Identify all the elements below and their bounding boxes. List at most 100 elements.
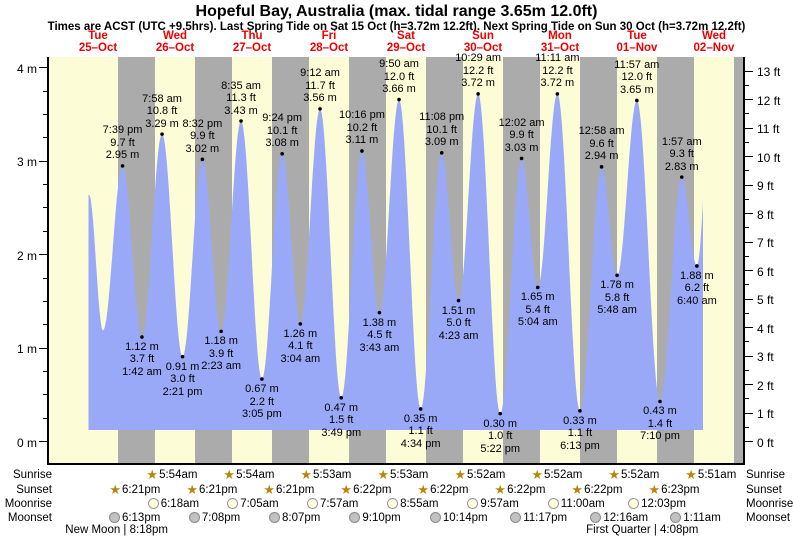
tide-extreme-dot [339,395,344,400]
axis-tick [43,113,47,115]
moonset-entry: 6:13pm [108,511,160,524]
sunset-star-icon: ★ [494,482,507,497]
tide-extreme-label: 0.33 m 1.1 ft 6:13 pm [560,414,600,452]
tide-extreme-dot [439,151,444,155]
tide-extreme-label: 8:32 pm 9.9 ft 3.02 m [182,117,223,155]
moonrise-entry: 9:57am [467,497,519,510]
axis-tick [745,241,753,243]
right-axis [743,57,745,465]
tide-extreme-label: 1.18 m 3.9 ft 2:23 am [201,335,242,373]
tide-extreme-label: 1.88 m 6.2 ft 6:40 am [677,269,717,307]
right-axis-tick-label: 4 ft [757,321,774,336]
axis-tick [39,254,47,256]
sunrise-star-icon: ★ [146,467,159,482]
tide-extreme-dot [180,354,185,359]
tide-extreme-label: 1.78 m 5.8 ft 5:48 am [597,279,637,317]
tide-extreme-dot [397,97,401,102]
axis-tick [43,300,47,302]
axis-tick [745,355,753,357]
moonrise-time: 12:03pm [641,497,686,510]
sunrise-star-icon: ★ [223,467,236,482]
moonset-time: 8:07pm [282,511,321,524]
sunrise-entry: ★ 5:53am [300,468,351,481]
moonrise-entry: 7:57am [307,497,358,510]
axis-tick [745,85,749,86]
day-label: Sat 29–Oct [386,30,426,54]
tide-extreme-dot [578,409,582,413]
right-axis-tick-label: 2 ft [757,378,774,393]
tide-plot-area: 7:39 pm 9.7 ft 2.95 m 1.12 m 3.7 ft 1:42 am 7:… [49,52,743,463]
right-axis-tick-label: 3 ft [757,350,774,365]
tide-extreme-dot [298,322,303,326]
axis-tick [745,270,753,272]
axis-tick [745,398,749,400]
moonrise-icon [467,498,479,509]
tide-extreme-label: 0.43 m 1.4 ft 7:10 pm [640,405,680,443]
tide-extreme-label: 8:35 am 11.3 ft 3.43 m [221,79,261,117]
axis-tick [745,170,749,172]
sunrise-entry: ★ 5:53am [377,468,428,481]
tide-extreme-dot [318,107,322,111]
tide-extreme-dot [658,399,662,404]
tide-extreme-label: 9:50 am 12.0 ft 3.66 m [379,58,419,96]
sunset-star-icon: ★ [340,482,353,497]
moonset-icon [108,512,120,523]
sunset-star-icon: ★ [571,482,584,497]
sunset-time: 6:21pm [122,483,161,496]
moonrise-label-right: Moonrise [746,498,793,510]
sunrise-star-icon: ★ [454,467,466,482]
axis-tick [745,284,749,286]
tide-extreme-label: 0.35 m 1.1 ft 4:34 pm [400,412,441,450]
axis-tick [745,341,749,343]
moonrise-icon [547,498,559,509]
tide-extreme-label: 11:08 pm 10.1 ft 3.09 m [419,111,465,149]
moonrise-time: 8:55am [400,497,439,510]
sunset-entry: ★ 6:21pm [263,483,314,496]
tide-extreme-label: 0.30 m 1.0 ft 5:22 pm [480,417,521,455]
moonset-entry: 11:17pm [510,511,567,524]
tide-extreme-label: 0.67 m 2.2 ft 3:05 pm [242,383,282,421]
sunset-time: 6:22pm [430,483,469,496]
sunset-label-left: Sunset [16,484,52,496]
tide-water-area [88,93,703,431]
sunset-star-icon: ★ [263,482,276,497]
moonset-icon [670,512,682,523]
right-axis-tick-label: 11 ft [757,122,780,137]
moonset-time: 7:08pm [201,511,241,524]
sunrise-time: 5:54am [159,468,198,481]
tide-extreme-label: 1.65 m 5.4 ft 5:04 am [517,291,558,329]
moonset-icon [510,512,522,523]
sunrise-star-icon: ★ [608,467,620,482]
axis-tick [43,277,47,279]
axis-tick [43,417,47,419]
page-title: Hopeful Bay, Australia (max. tidal range… [195,3,598,20]
left-axis-tick-label: 4 m [16,61,37,76]
axis-tick [745,255,749,257]
page-subtitle: Times are ACST (UTC +9.5hrs). Last Sprin… [47,21,746,33]
tide-extreme-dot [140,335,144,339]
sunrise-star-icon: ★ [531,467,543,482]
axis-tick [745,213,753,215]
left-axis [47,57,49,465]
tide-extreme-dot [615,273,619,278]
day-label: Fri 28–Oct [309,30,349,54]
moonset-time: 1:11am [683,511,721,524]
tide-extreme-label: 1.12 m 3.7 ft 1:42 am [122,340,162,378]
moon-phase-label: New Moon | 8:18pm [65,524,168,536]
tide-extreme-label: 0.91 m 3.0 ft 2:21 pm [162,360,203,398]
axis-tick [745,184,753,186]
sunset-entry: ★ 6:22pm [494,483,545,496]
moonrise-icon [628,498,640,509]
sunset-time: 6:22pm [507,483,546,496]
tide-curve [88,92,703,431]
moonrise-time: 9:57am [480,497,519,510]
axis-tick [43,207,47,209]
sunset-star-icon: ★ [186,482,199,497]
moonset-entry: 10:14pm [429,511,488,524]
axis-tick [745,127,753,129]
day-label: Sun 30–Oct [463,30,503,54]
tide-extreme-label: 10:16 pm 10.2 ft 3.11 m [339,109,385,147]
moonset-label-left: Moonset [7,512,52,524]
tide-extreme-dot [418,407,423,411]
